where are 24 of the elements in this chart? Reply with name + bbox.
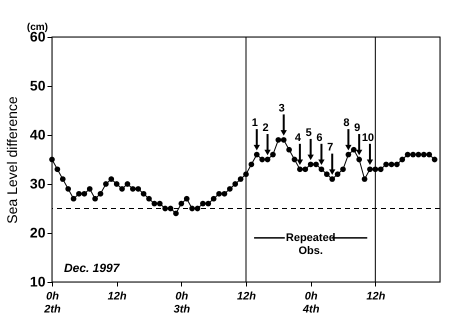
x-tick-label: 12h	[366, 290, 386, 302]
annotation: 10	[362, 132, 374, 144]
annotation: Dec. 1997	[64, 261, 121, 275]
y-tick-label: 10	[30, 274, 46, 290]
annotation: 4	[294, 132, 302, 144]
annotation: 1	[252, 117, 258, 130]
y-tick-label: 30	[30, 176, 46, 192]
annotation: 3	[278, 102, 285, 114]
x-tick-label: 12h	[237, 290, 256, 302]
x-tick-label: 0h 4th	[302, 290, 320, 316]
y-tick-label: 50	[30, 78, 46, 94]
annotation: 5	[306, 126, 312, 139]
y-tick-label: 40	[30, 126, 46, 142]
annotation: 8	[343, 117, 350, 130]
x-tick-label: 0h 2th	[43, 290, 62, 316]
annotation: Repeated Obs.	[286, 232, 336, 257]
annotation: 2	[262, 122, 269, 134]
y-tick-label: 20	[30, 224, 46, 240]
annotation: 9	[354, 122, 360, 134]
annotation: 6	[316, 132, 323, 144]
x-tick-label: 0h 3th	[174, 290, 190, 316]
x-tick-label: 12h	[108, 290, 127, 302]
y-axis-title: Sea Level difference	[4, 96, 20, 224]
annotation: 7	[327, 142, 334, 154]
